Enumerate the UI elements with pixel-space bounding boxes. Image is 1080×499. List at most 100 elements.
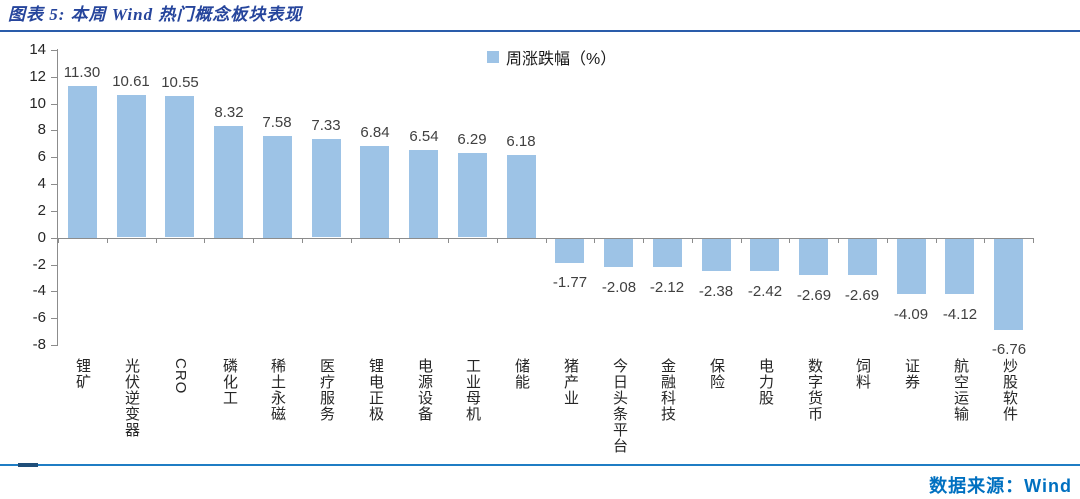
category-label: 航空运输 (952, 358, 969, 422)
x-axis-tick (546, 238, 547, 243)
bar-value-label: -2.08 (601, 279, 637, 296)
y-axis-tick (51, 130, 57, 131)
y-axis-tick-label: -2 (32, 256, 46, 273)
legend-label: 周涨跌幅（%） (506, 51, 617, 68)
category-label: 饲料 (854, 358, 871, 390)
bar (555, 239, 584, 263)
y-axis-tick-label: 12 (29, 68, 46, 85)
y-axis-tick-label: 2 (37, 202, 46, 219)
bar-value-label: -4.12 (942, 306, 978, 323)
x-axis-tick (497, 238, 498, 243)
category-label: 今日头条平台 (611, 358, 628, 454)
bar-value-label: 6.84 (360, 124, 390, 141)
category-label: CRO (172, 358, 189, 395)
bar (312, 139, 341, 237)
y-axis-tick-label: 8 (37, 121, 46, 138)
bar (994, 239, 1023, 330)
category-label: 数字货币 (806, 358, 823, 422)
x-axis-tick (643, 238, 644, 243)
figure-title: 图表 5: 本周 Wind 热门概念板块表现 (8, 5, 303, 24)
bottom-rule-dash (18, 463, 38, 467)
bar-value-label: 6.54 (409, 128, 439, 145)
bar (702, 239, 731, 271)
data-source-label: 数据来源：Wind (929, 476, 1072, 496)
bar (458, 153, 487, 237)
x-axis-tick (156, 238, 157, 243)
y-axis-tick-label: -4 (32, 282, 46, 299)
x-axis-tick (351, 238, 352, 243)
category-label: 电力股 (757, 358, 774, 406)
y-axis-line (57, 49, 58, 346)
bar-value-label: -2.69 (796, 287, 832, 304)
bottom-rule (0, 464, 1080, 466)
bar (263, 136, 292, 238)
bar-value-label: -2.38 (698, 283, 734, 300)
x-axis-tick (789, 238, 790, 243)
x-axis-tick (253, 238, 254, 243)
y-axis-tick-label: 6 (37, 148, 46, 165)
x-axis-tick (984, 238, 985, 243)
bar-value-label: -2.69 (844, 287, 880, 304)
x-axis-tick (741, 238, 742, 243)
bar-value-label: 6.18 (506, 133, 536, 150)
bar (117, 95, 146, 237)
bar-value-label: 7.33 (311, 117, 341, 134)
category-label: 锂电正极 (367, 358, 384, 422)
bar (848, 239, 877, 275)
y-axis-tick-label: 14 (29, 41, 46, 58)
y-axis-tick (51, 157, 57, 158)
x-axis-tick (399, 238, 400, 243)
y-axis-tick-label: -6 (32, 309, 46, 326)
x-axis-tick (1033, 238, 1034, 243)
y-axis-tick (51, 104, 57, 105)
category-label: 猪产业 (562, 358, 579, 406)
y-axis-tick-label: 10 (29, 95, 46, 112)
x-axis-tick (594, 238, 595, 243)
bar (604, 239, 633, 267)
bar-value-label: 10.61 (112, 73, 150, 90)
chart-legend: 周涨跌幅（%） (487, 45, 616, 69)
y-axis-tick (51, 211, 57, 212)
category-label: 磷化工 (221, 358, 238, 406)
x-axis-tick (448, 238, 449, 243)
bar (653, 239, 682, 267)
y-axis-tick (51, 238, 57, 239)
bar-value-label: -6.76 (991, 341, 1027, 358)
category-label: 电源设备 (416, 358, 433, 422)
category-label: 储能 (513, 358, 530, 390)
bar-value-label: -1.77 (552, 274, 588, 291)
x-axis-line (58, 238, 1033, 239)
y-axis-tick-label: 4 (37, 175, 46, 192)
bar (214, 126, 243, 238)
bar (360, 146, 389, 238)
x-axis-tick (692, 238, 693, 243)
x-axis-tick (58, 238, 59, 243)
category-label: 保险 (708, 358, 725, 390)
bar-value-label: 8.32 (214, 104, 244, 121)
y-axis-tick-label: 0 (37, 229, 46, 246)
category-label: 光伏逆变器 (123, 358, 140, 438)
y-axis-tick (51, 318, 57, 319)
bar (409, 150, 438, 238)
bar-value-label: 7.58 (262, 114, 292, 131)
y-axis-tick (51, 184, 57, 185)
x-axis-tick (204, 238, 205, 243)
bar-value-label: -2.12 (649, 279, 685, 296)
category-label: 稀土永磁 (269, 358, 286, 422)
category-label: 炒股软件 (1001, 358, 1018, 422)
bar (507, 155, 536, 238)
category-label: 工业母机 (464, 358, 481, 422)
category-label: 锂矿 (74, 358, 91, 390)
category-label: 证券 (903, 358, 920, 390)
y-axis-tick (51, 345, 57, 346)
y-axis-tick (51, 265, 57, 266)
x-axis-tick (302, 238, 303, 243)
bar (165, 96, 194, 237)
y-axis-tick (51, 291, 57, 292)
title-rule (0, 30, 1080, 32)
bar-value-label: -4.09 (893, 306, 929, 323)
category-label: 金融科技 (659, 358, 676, 422)
bar-value-label: -2.42 (747, 283, 783, 300)
